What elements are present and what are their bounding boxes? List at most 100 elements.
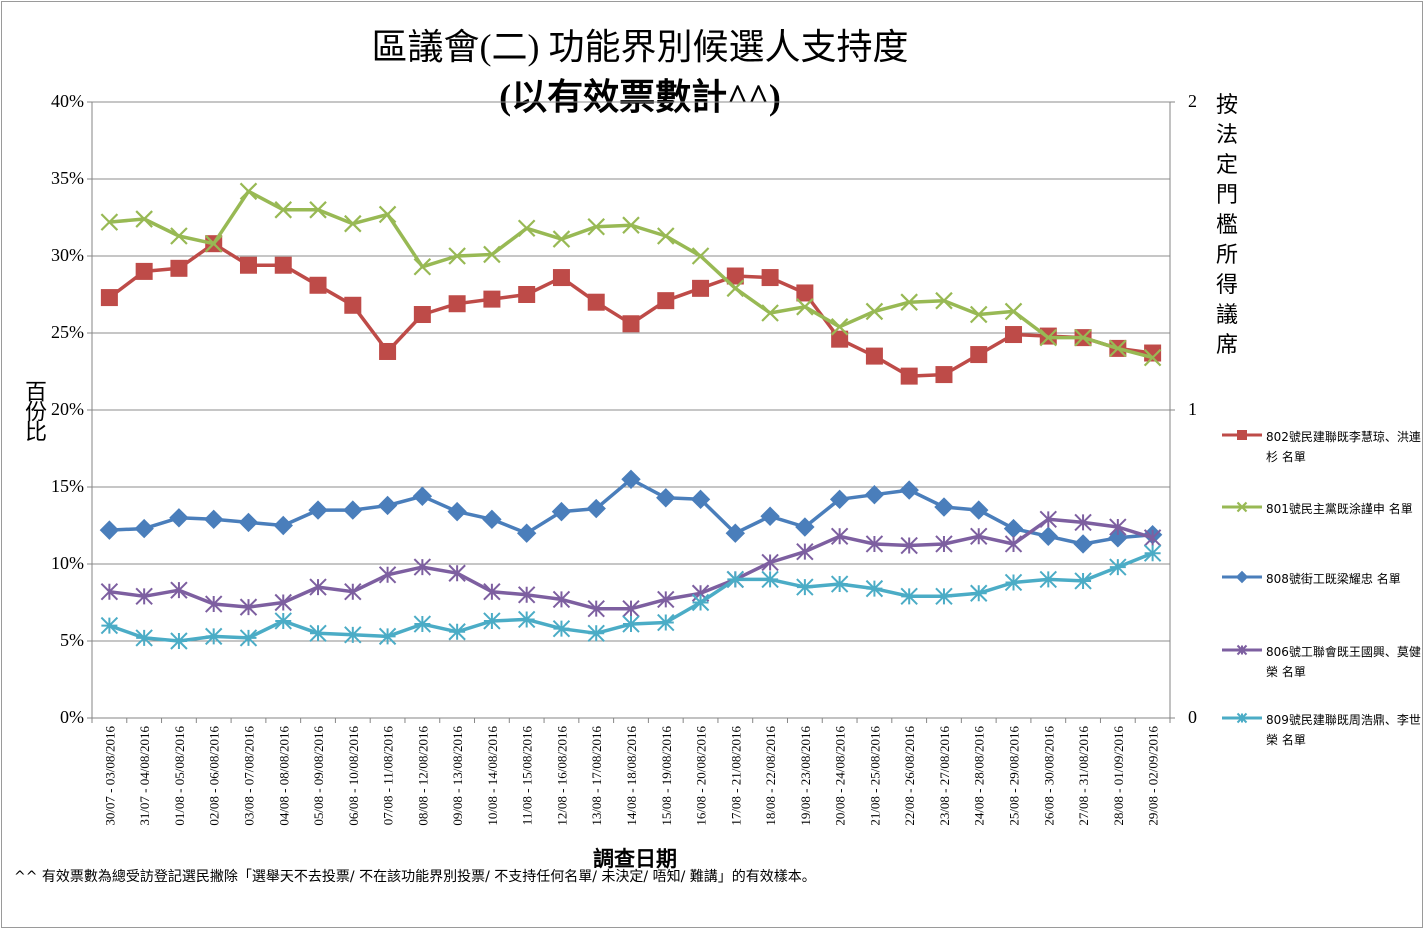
- y-tick-label: 25%: [51, 322, 84, 342]
- data-point: [378, 566, 397, 584]
- legend-swatch: [1222, 570, 1262, 584]
- data-point: [657, 292, 675, 310]
- data-point: [726, 279, 745, 298]
- data-point: [273, 515, 293, 536]
- data-point: [622, 216, 640, 234]
- data-point: [830, 575, 849, 593]
- data-point: [725, 523, 746, 543]
- data-point: [587, 217, 606, 236]
- data-point: [448, 623, 466, 641]
- data-point: [308, 500, 328, 520]
- data-point: [100, 213, 119, 231]
- data-point: [621, 469, 641, 490]
- x-tick-label: 09/08 - 13/08/2016: [450, 726, 465, 826]
- data-point: [483, 583, 501, 601]
- data-point: [622, 599, 640, 618]
- data-point: [865, 347, 883, 365]
- data-point: [552, 619, 571, 638]
- data-point: [1004, 535, 1023, 553]
- data-point: [309, 276, 327, 294]
- x-tick-label: 06/08 - 10/08/2016: [346, 726, 361, 826]
- data-point: [309, 201, 327, 219]
- data-point: [622, 315, 640, 333]
- data-point: [274, 256, 292, 274]
- y-tick-label: 5%: [60, 630, 84, 650]
- data-point: [448, 295, 466, 313]
- data-point: [900, 367, 918, 385]
- data-point: [483, 612, 501, 630]
- data-point: [657, 613, 675, 632]
- data-point: [552, 269, 570, 287]
- data-point: [796, 578, 814, 596]
- data-point: [135, 629, 153, 647]
- data-point: [900, 293, 918, 311]
- data-point: [552, 230, 571, 248]
- x-tick-label: 20/08 - 24/08/2016: [833, 726, 848, 826]
- data-point: [1109, 518, 1127, 536]
- data-point: [100, 583, 119, 601]
- data-point: [830, 527, 849, 545]
- data-point: [865, 535, 884, 553]
- data-point: [761, 269, 779, 287]
- data-point: [935, 587, 953, 606]
- data-point: [135, 210, 153, 228]
- data-point: [378, 627, 397, 646]
- data-point: [204, 509, 224, 530]
- data-point: [344, 214, 362, 233]
- data-point: [274, 201, 293, 219]
- x-tick-label: 21/08 - 25/08/2016: [867, 726, 882, 826]
- data-point: [413, 306, 431, 324]
- x-tick-label: 13/08 - 17/08/2016: [589, 726, 604, 826]
- legend-label: 809號民建聯既周浩鼎、李世榮 名單: [1266, 713, 1421, 747]
- data-point: [552, 590, 571, 609]
- data-point: [239, 256, 257, 274]
- data-point: [239, 182, 258, 201]
- x-tick-label: 19/08 - 23/08/2016: [798, 726, 813, 826]
- x-tick-label: 27/08 - 31/08/2016: [1076, 726, 1091, 826]
- x-tick-label: 14/08 - 18/08/2016: [624, 726, 639, 826]
- x-tick-label: 08/08 - 12/08/2016: [415, 726, 430, 826]
- data-point: [170, 259, 188, 277]
- data-point: [586, 498, 606, 519]
- data-point: [413, 558, 432, 576]
- data-point: [691, 593, 710, 612]
- data-point: [170, 227, 188, 245]
- series-line: [108, 241, 1153, 378]
- x-tick-label: 10/08 - 14/08/2016: [485, 726, 500, 826]
- x-tick-label: 16/08 - 20/08/2016: [694, 726, 709, 826]
- data-point: [170, 632, 188, 650]
- legend-swatch: [1222, 501, 1262, 513]
- x-tick-label: 07/08 - 11/08/2016: [381, 726, 396, 826]
- x-tick-label: 29/08 - 02/09/2016: [1146, 726, 1161, 826]
- footnote: ^^ 有效票數為總受訪登記選民撇除「選舉天不去投票/ 不在該功能界別投票/ 不支…: [14, 869, 816, 885]
- y-tick-label: 10%: [51, 553, 84, 573]
- series-1: [100, 235, 1162, 385]
- y-tick-label: 20%: [51, 399, 84, 419]
- data-point: [1039, 510, 1057, 529]
- data-point: [970, 346, 988, 364]
- data-point: [587, 624, 605, 643]
- data-point: [1143, 544, 1162, 562]
- data-point: [169, 508, 189, 528]
- data-point: [970, 527, 988, 545]
- data-point: [309, 578, 327, 596]
- data-point: [100, 289, 118, 307]
- data-point: [518, 286, 536, 303]
- chart-title: 區議會(二) 功能界別候選人支持度: [371, 27, 909, 67]
- x-tick-label: 02/08 - 06/08/2016: [207, 726, 222, 826]
- data-point: [1004, 573, 1023, 592]
- data-point: [274, 612, 292, 630]
- data-point: [343, 500, 363, 520]
- data-point: [726, 570, 745, 589]
- x-tick-label: 18/08 - 22/08/2016: [763, 726, 778, 826]
- data-point: [448, 247, 466, 265]
- data-point: [899, 480, 919, 500]
- data-point: [238, 512, 259, 533]
- x-tick-label: 17/08 - 21/08/2016: [728, 726, 743, 826]
- y-tick-label: 0%: [60, 707, 84, 727]
- data-point: [969, 305, 988, 324]
- data-point: [448, 564, 466, 582]
- data-point: [1005, 326, 1023, 344]
